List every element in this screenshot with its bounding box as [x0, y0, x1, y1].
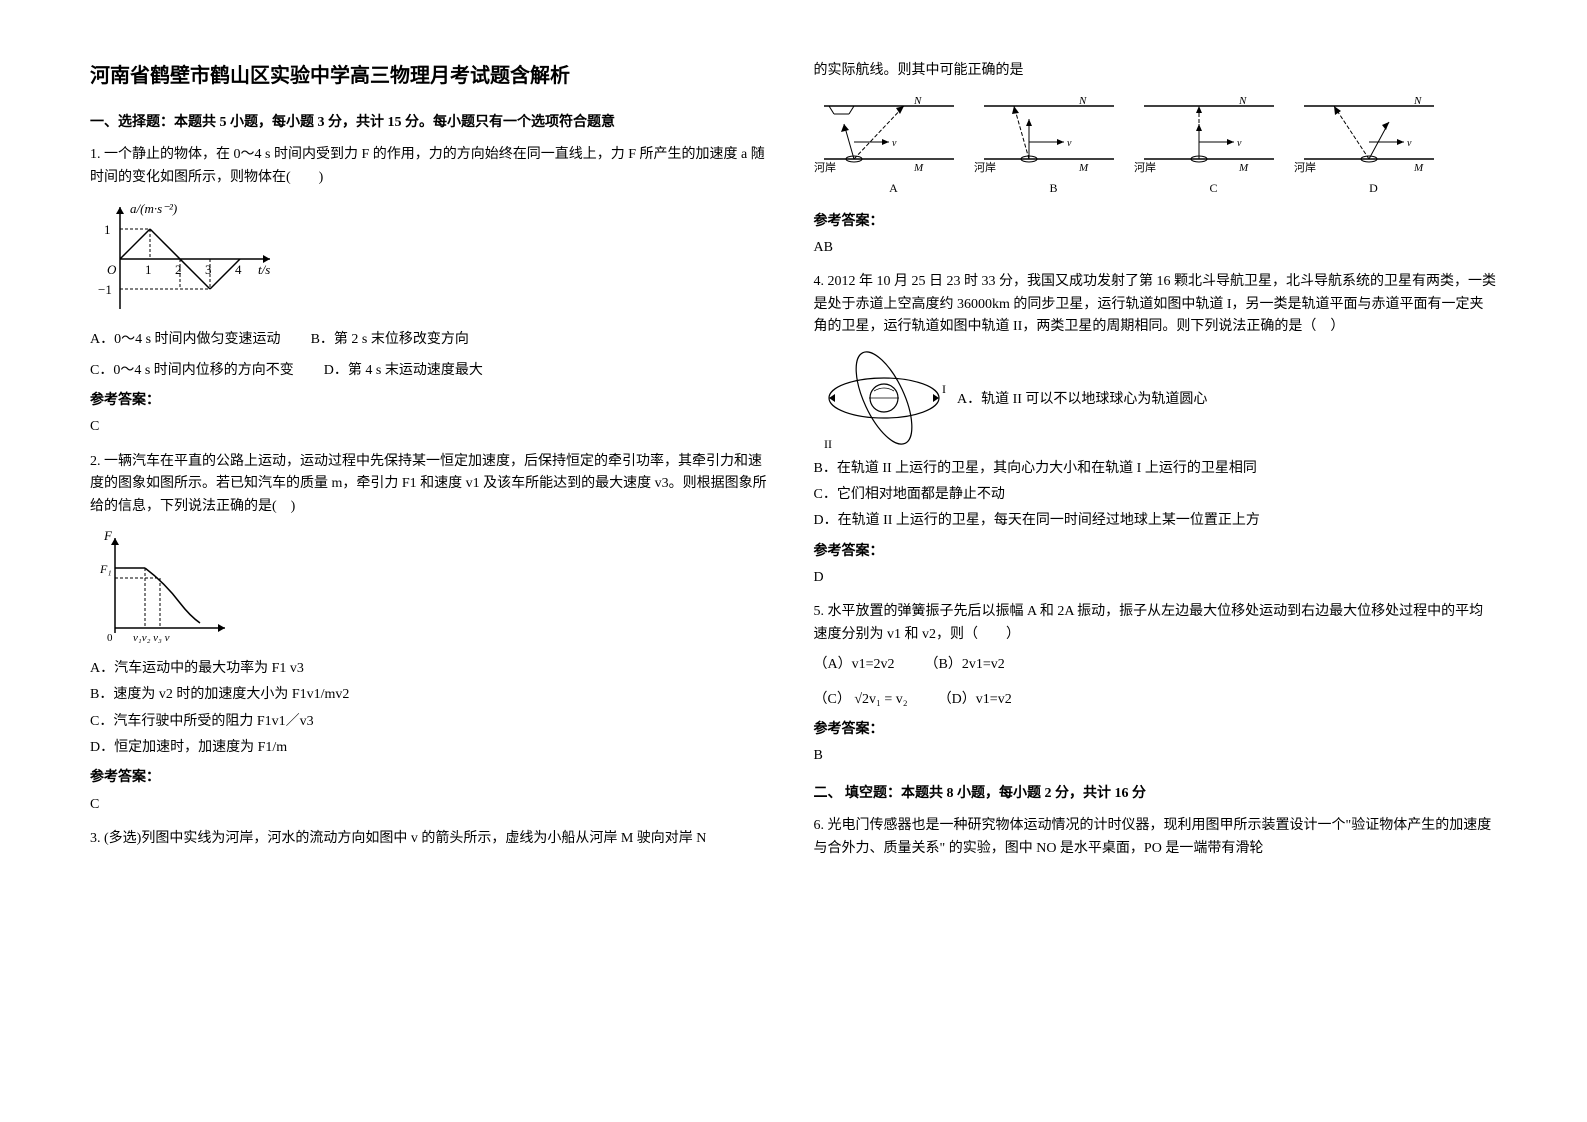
q2-optC: C．汽车行驶中所受的阻力 F1v1／v3 [90, 711, 774, 733]
q1-optD: D．第 4 s 末运动速度最大 [324, 360, 483, 382]
svg-text:3: 3 [205, 262, 212, 277]
svg-text:河岸: 河岸 [974, 161, 996, 174]
q4-label-II: II [824, 437, 832, 451]
question-4: 4. 2012 年 10 月 25 日 23 时 33 分，我国又成功发射了第 … [814, 271, 1498, 589]
question-3-start: 3. (多选)列图中实线为河岸，河水的流动方向如图中 v 的箭头所示，虚线为小船… [90, 828, 774, 850]
left-column: 河南省鹤壁市鹤山区实验中学高三物理月考试题含解析 一、选择题：本题共 5 小题，… [90, 60, 774, 872]
q1-text: 1. 一个静止的物体，在 0～4 s 时间内受到力 F 的作用，力的方向始终在同… [90, 144, 774, 189]
q3-optB-figure: N M 河岸 v [974, 94, 1124, 179]
q1-optC: C．0～4 s 时间内位移的方向不变 [90, 360, 294, 382]
svg-text:v: v [892, 138, 897, 149]
q5-answer-label: 参考答案： [814, 719, 1498, 741]
svg-text:河岸: 河岸 [1134, 161, 1156, 174]
q1-answer: C [90, 416, 774, 438]
svg-text:河岸: 河岸 [814, 161, 836, 174]
q3-optC-figure: N M 河岸 v [1134, 94, 1284, 179]
q5-optC: （C） √2v₁ = v₂ [814, 689, 908, 711]
q1-axis-x: t/s [258, 262, 270, 277]
q3-optA-figure: N M 河岸 v [814, 94, 964, 179]
q5-text: 5. 水平放置的弹簧振子先后以振幅 A 和 2A 振动，振子从左边最大位移处运动… [814, 601, 1498, 646]
svg-text:v: v [1237, 138, 1242, 149]
q5-optA: （A）v1=2v2 [814, 654, 895, 676]
q1-axis-y: a/(m·s⁻²) [130, 201, 177, 216]
q4-text: 4. 2012 年 10 月 25 日 23 时 33 分，我国又成功发射了第 … [814, 271, 1498, 338]
q2-answer: C [90, 794, 774, 816]
svg-text:N: N [1238, 95, 1247, 107]
section2-header: 二、 填空题：本题共 8 小题，每小题 2 分，共计 16 分 [814, 783, 1498, 805]
q2-text: 2. 一辆汽车在平直的公路上运动，运动过程中先保持某一恒定加速度，后保持恒定的牵… [90, 451, 774, 518]
question-2: 2. 一辆汽车在平直的公路上运动，运动过程中先保持某一恒定加速度，后保持恒定的牵… [90, 451, 774, 817]
q1-ytick2: −1 [98, 282, 112, 297]
q2-answer-label: 参考答案： [90, 767, 774, 789]
q4-optD: D．在轨道 II 上运行的卫星，每天在同一时间经过地球上某一位置正上方 [814, 510, 1498, 532]
q4-optC: C．它们相对地面都是静止不动 [814, 484, 1498, 506]
svg-text:1: 1 [145, 262, 152, 277]
q4-label-I: I [942, 382, 946, 396]
question-1: 1. 一个静止的物体，在 0～4 s 时间内受到力 F 的作用，力的方向始终在同… [90, 144, 774, 438]
q1-answer-label: 参考答案： [90, 390, 774, 412]
q5-answer: B [814, 745, 1498, 767]
q5-optB: （B）2v1=v2 [925, 654, 1005, 676]
svg-text:v: v [1407, 138, 1412, 149]
question-6: 6. 光电门传感器也是一种研究物体运动情况的计时仪器，现利用图甲所示装置设计一个… [814, 815, 1498, 860]
q3-optD-figure: N M 河岸 v [1294, 94, 1444, 179]
q2-x-labels: v₁v₂ v₃ v [133, 632, 170, 644]
question-5: 5. 水平放置的弹簧振子先后以振幅 A 和 2A 振动，振子从左边最大位移处运动… [814, 601, 1498, 767]
svg-text:河岸: 河岸 [1294, 161, 1316, 174]
q2-optA: A．汽车运动中的最大功率为 F1 v3 [90, 658, 774, 680]
q3-answer-label: 参考答案： [814, 211, 1498, 233]
svg-text:M: M [1238, 162, 1249, 174]
q1-optA: A．0～4 s 时间内做匀变速运动 [90, 329, 281, 351]
svg-text:M: M [913, 162, 924, 174]
q3-text: 3. (多选)列图中实线为河岸，河水的流动方向如图中 v 的箭头所示，虚线为小船… [90, 828, 774, 850]
q3-optC-label: C [1134, 179, 1294, 198]
svg-text:N: N [1413, 95, 1422, 107]
q4-answer: D [814, 567, 1498, 589]
svg-text:2: 2 [175, 262, 182, 277]
q5-optC-formula: √2v₁ = v₂ [854, 692, 907, 707]
q3-optA-label: A [814, 179, 974, 198]
question-3-cont: 的实际航线。则其中可能正确的是 N M 河岸 [814, 60, 1498, 259]
svg-text:M: M [1413, 162, 1424, 174]
q4-optA: A．轨道 II 可以不以地球球心为轨道圆心 [957, 389, 1207, 411]
svg-text:v: v [1067, 138, 1072, 149]
section1-header: 一、选择题：本题共 5 小题，每小题 3 分，共计 15 分。每小题只有一个选项… [90, 112, 774, 134]
svg-text:M: M [1078, 162, 1089, 174]
right-column: 的实际航线。则其中可能正确的是 N M 河岸 [814, 60, 1498, 872]
svg-text:4: 4 [235, 262, 242, 277]
q6-text: 6. 光电门传感器也是一种研究物体运动情况的计时仪器，现利用图甲所示装置设计一个… [814, 815, 1498, 860]
q4-answer-label: 参考答案： [814, 541, 1498, 563]
q2-axis-y: F [103, 528, 113, 543]
q3-optD-label: D [1294, 179, 1454, 198]
q4-figure: I II [814, 343, 954, 458]
svg-text:N: N [1078, 95, 1087, 107]
svg-text:O: O [107, 262, 117, 277]
q1-ytick1: 1 [104, 222, 111, 237]
q5-optD: （D）v1=v2 [938, 689, 1012, 711]
q1-optB: B．第 2 s 末位移改变方向 [311, 329, 469, 351]
q3-text-cont: 的实际航线。则其中可能正确的是 [814, 60, 1498, 82]
q2-optB: B．速度为 v2 时的加速度大小为 F1v1/mv2 [90, 684, 774, 706]
q3-figure-row: N M 河岸 v [814, 94, 1498, 198]
page-title: 河南省鹤壁市鹤山区实验中学高三物理月考试题含解析 [90, 60, 774, 92]
q1-figure: a/(m·s⁻²) t/s 1 −1 O 1 2 3 4 [90, 199, 290, 319]
q3-answer: AB [814, 237, 1498, 259]
q2-optD: D．恒定加速时，加速度为 F1/m [90, 737, 774, 759]
q2-figure: F F₁ 0 v₁v₂ v₃ v [90, 528, 240, 648]
q3-optB-label: B [974, 179, 1134, 198]
svg-text:N: N [913, 95, 922, 107]
svg-text:0: 0 [107, 632, 113, 644]
q4-optB: B．在轨道 II 上运行的卫星，其向心力大小和在轨道 I 上运行的卫星相同 [814, 458, 1498, 480]
q2-y-label: F₁ [99, 562, 112, 576]
